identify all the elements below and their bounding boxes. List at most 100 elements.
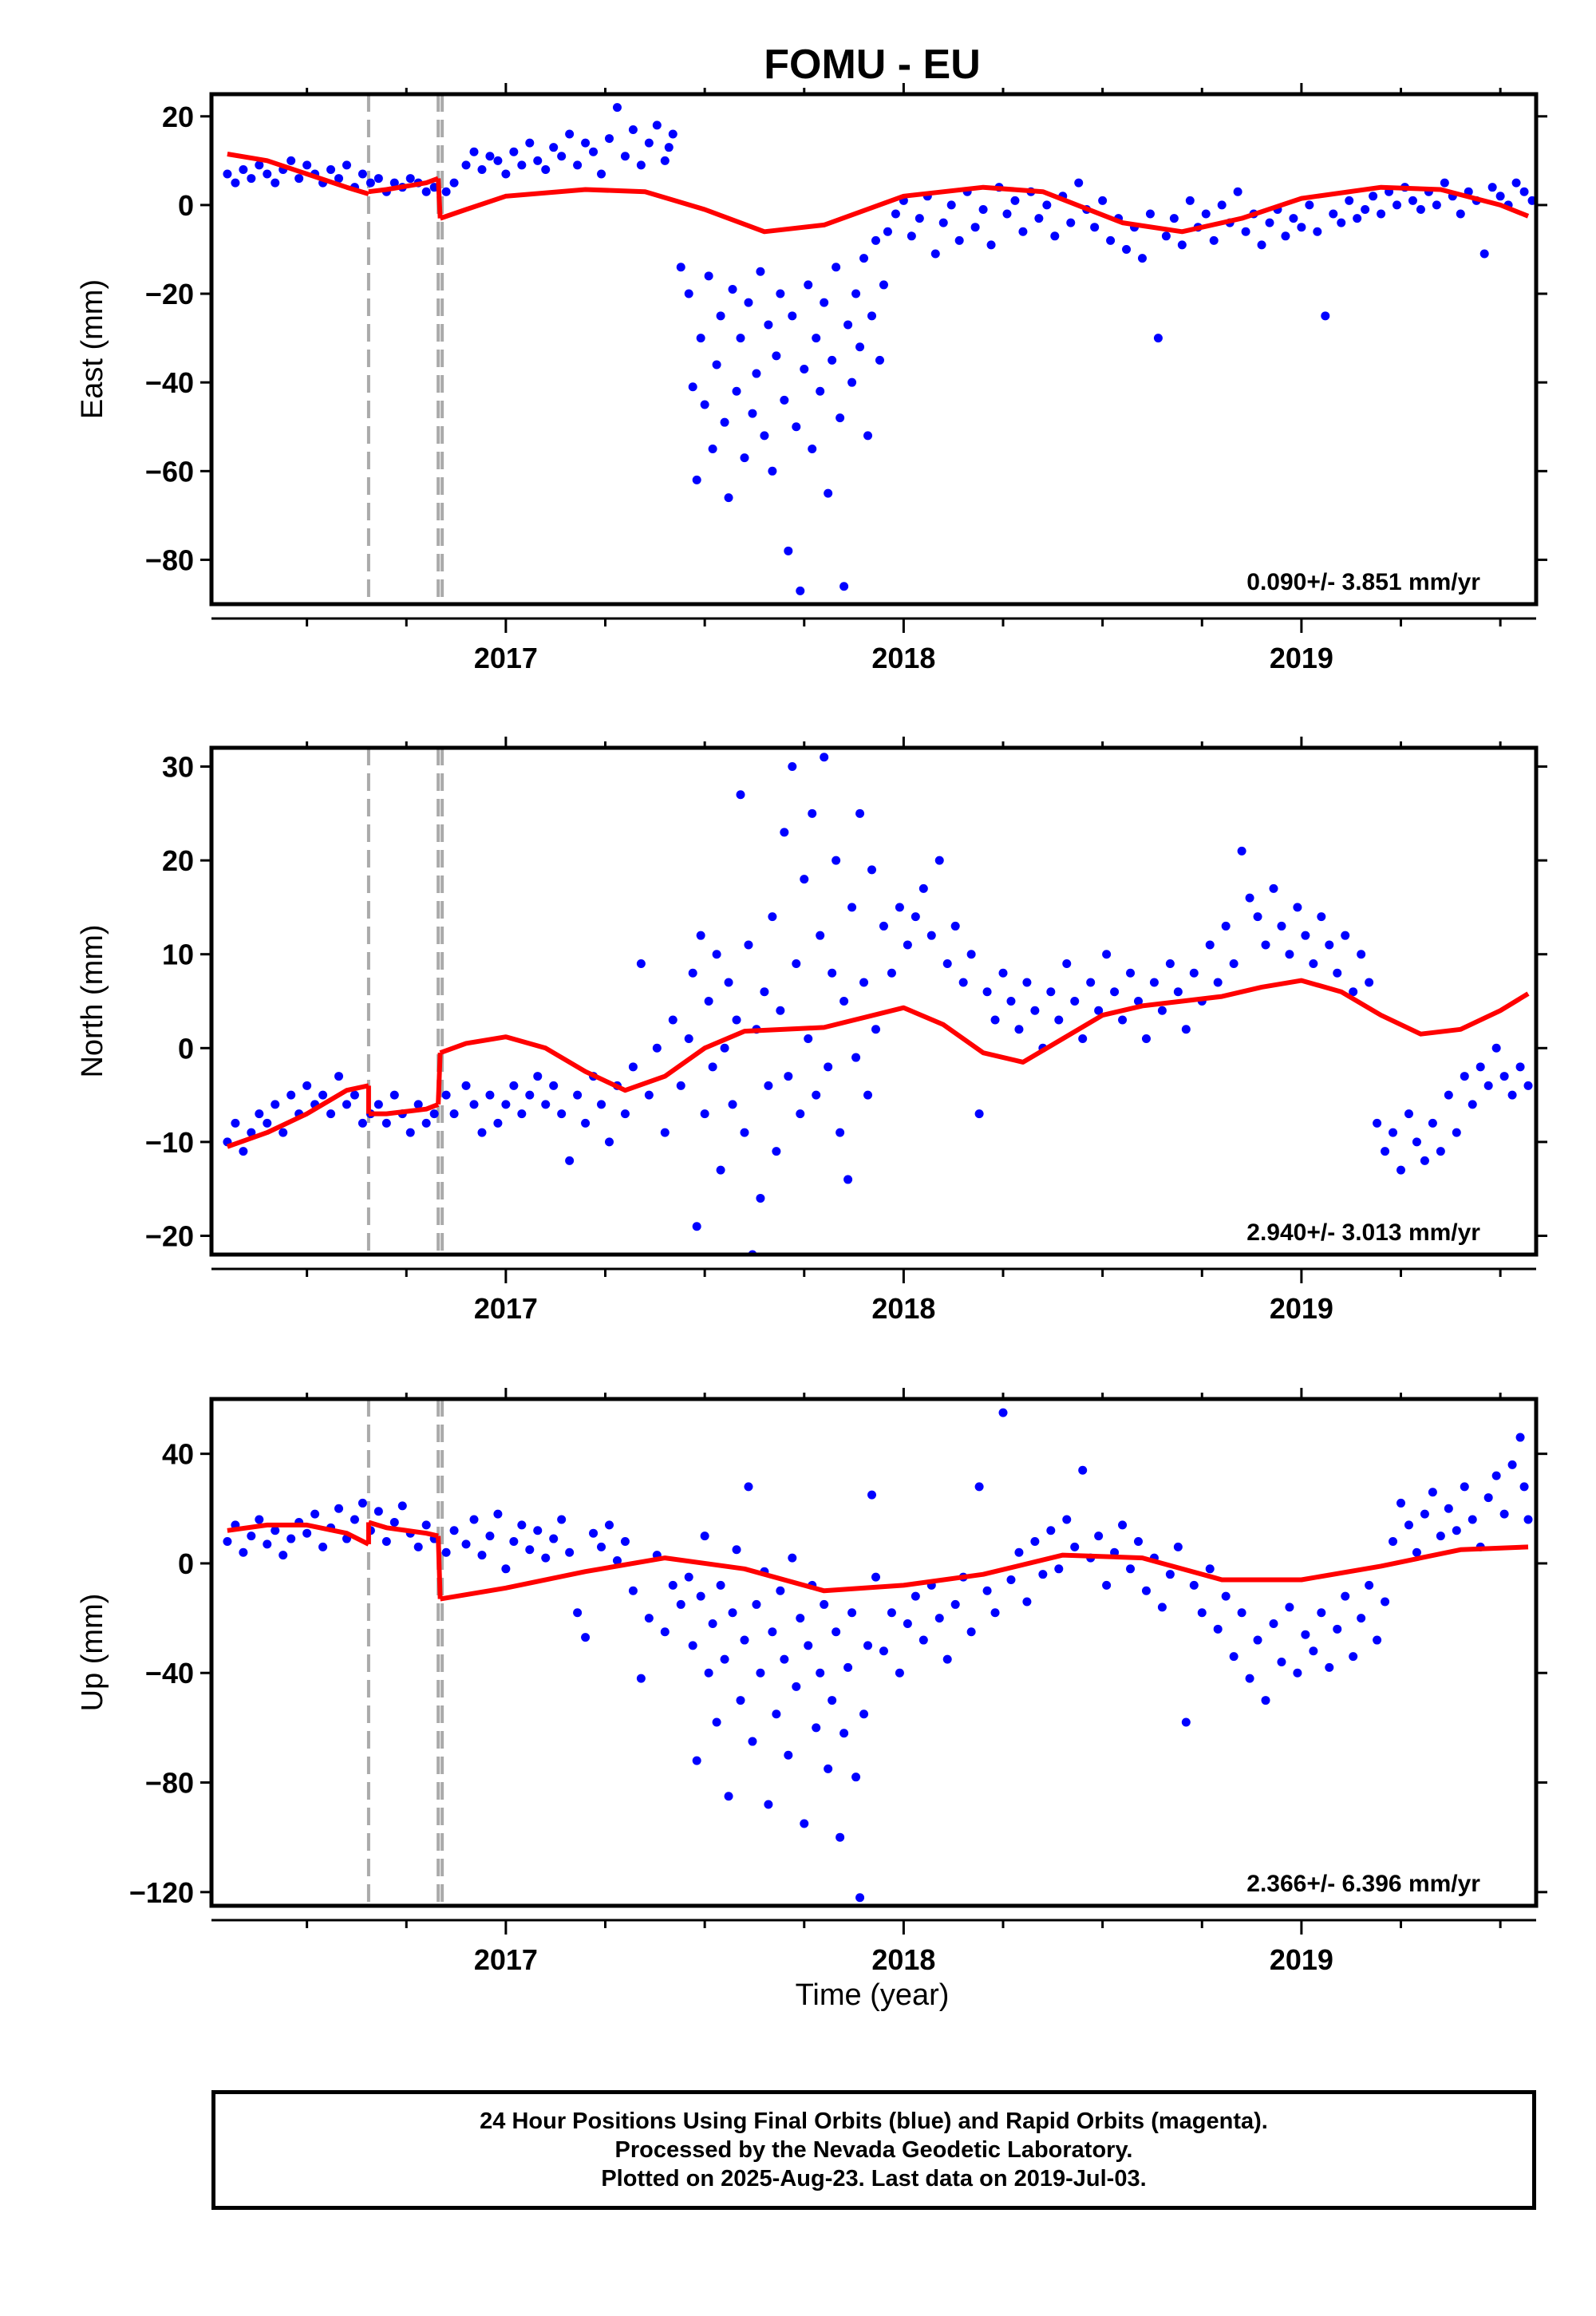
data-point: [1245, 1674, 1254, 1683]
data-point: [541, 164, 551, 174]
data-point: [664, 143, 674, 152]
data-point: [1309, 1646, 1318, 1656]
data-point: [1289, 214, 1298, 223]
data-point: [1006, 1575, 1016, 1585]
data-point: [1412, 1547, 1421, 1557]
model-line: [227, 152, 369, 196]
model-line: [227, 1522, 370, 1547]
data-point: [441, 1090, 451, 1100]
data-point: [704, 271, 713, 281]
data-point: [764, 1800, 773, 1809]
data-point: [517, 1109, 527, 1119]
data-point: [1245, 893, 1254, 903]
data-point: [1389, 1536, 1398, 1546]
data-point: [358, 1498, 367, 1508]
data-point: [1134, 997, 1144, 1006]
data-point: [318, 1542, 328, 1551]
data-point: [1106, 235, 1116, 245]
data-point: [1149, 978, 1159, 987]
data-point: [1205, 1564, 1215, 1574]
data-point: [926, 931, 936, 940]
data-point: [573, 1608, 583, 1618]
data-point: [239, 1147, 248, 1156]
data-point: [808, 445, 817, 454]
data-point: [477, 1128, 487, 1137]
data-point: [1297, 223, 1306, 232]
data-point: [808, 808, 817, 818]
data-point: [525, 1545, 535, 1555]
data-point: [628, 124, 638, 134]
data-point: [247, 174, 256, 184]
data-point: [373, 1100, 383, 1109]
data-point: [788, 1553, 797, 1563]
data-point: [700, 400, 709, 409]
data-point: [724, 1792, 733, 1801]
data-point: [541, 1100, 551, 1109]
data-point: [1444, 1090, 1453, 1100]
data-point: [958, 978, 968, 987]
data-point: [477, 164, 487, 174]
data-point: [1373, 1635, 1382, 1645]
x-axis-label: Time (year): [796, 1978, 950, 2012]
data-point: [839, 997, 849, 1006]
data-point: [581, 138, 591, 148]
data-point: [820, 298, 829, 307]
data-point: [1197, 1608, 1207, 1618]
data-point: [1440, 178, 1449, 188]
data-point: [1189, 1580, 1199, 1590]
data-point: [1483, 1081, 1493, 1090]
data-point: [907, 231, 916, 241]
data-point: [413, 1542, 423, 1551]
data-point: [1301, 931, 1310, 940]
data-point: [816, 931, 825, 940]
data-point: [1285, 1603, 1294, 1612]
data-point: [509, 1081, 519, 1090]
data-point: [493, 1118, 503, 1128]
data-point: [501, 1564, 511, 1574]
data-point: [800, 875, 809, 884]
data-point: [978, 204, 988, 214]
data-point: [533, 156, 543, 165]
y-tick-label: 0: [178, 1547, 194, 1580]
data-point: [1436, 1531, 1445, 1541]
data-point: [612, 1556, 622, 1566]
data-point: [597, 169, 606, 179]
data-point: [421, 1520, 431, 1530]
data-point: [1201, 209, 1211, 219]
data-point: [836, 1128, 845, 1137]
data-point: [832, 263, 841, 272]
y-tick-label: −40: [145, 1657, 194, 1690]
data-point: [449, 1526, 459, 1535]
data-point: [1389, 1128, 1398, 1137]
data-point: [1074, 178, 1084, 188]
data-point: [660, 156, 670, 165]
data-point: [1269, 883, 1278, 893]
data-point: [326, 164, 336, 174]
data-point: [1487, 183, 1497, 192]
data-point: [1094, 1006, 1104, 1015]
data-point: [389, 1090, 399, 1100]
data-point: [405, 1128, 415, 1137]
data-point: [1181, 1717, 1191, 1727]
data-point: [239, 1547, 248, 1557]
data-point: [612, 103, 622, 113]
data-point: [1237, 1608, 1246, 1618]
data-point: [1353, 214, 1362, 223]
data-point: [1169, 214, 1179, 223]
data-point: [804, 1034, 813, 1044]
data-point: [950, 1599, 960, 1609]
x-tick-label: 2019: [1270, 1292, 1333, 1325]
data-point: [732, 1545, 741, 1555]
data-point: [565, 129, 575, 139]
x-tick-label: 2019: [1270, 1943, 1333, 1976]
data-point: [294, 174, 304, 184]
data-point: [1229, 1652, 1238, 1662]
data-point: [1349, 987, 1358, 997]
data-point: [1432, 200, 1441, 210]
data-point: [1357, 1614, 1366, 1623]
data-point: [286, 1534, 296, 1543]
model-line: [368, 1520, 439, 1539]
data-point: [310, 1509, 320, 1519]
data-point: [1102, 1580, 1112, 1590]
